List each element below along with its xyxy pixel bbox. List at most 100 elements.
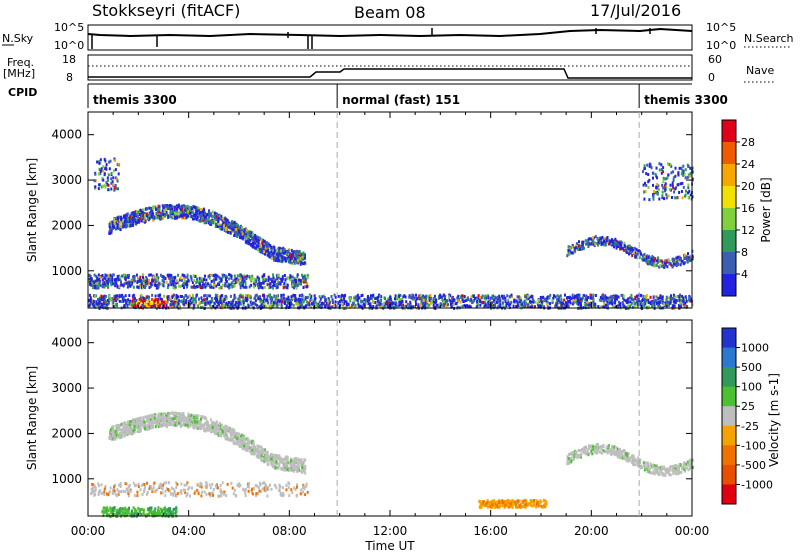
power-cell <box>133 297 136 301</box>
power-cell <box>221 299 224 303</box>
power-cell <box>197 304 200 308</box>
power-cell <box>224 217 227 221</box>
power-cell <box>299 252 302 255</box>
power-cell <box>132 297 135 301</box>
power-cell <box>191 207 194 211</box>
power-cell <box>626 298 629 302</box>
power-cell <box>233 284 236 288</box>
power-cell <box>582 240 585 244</box>
power-cell <box>136 285 139 289</box>
power-cell <box>376 296 379 300</box>
power-cell <box>273 253 276 257</box>
power-cell <box>97 298 99 301</box>
power-cell <box>257 295 260 299</box>
power-cell <box>406 302 409 306</box>
power-cell <box>679 293 681 297</box>
power-cell <box>198 297 200 301</box>
power-cell <box>294 255 297 259</box>
power-cell <box>643 301 646 305</box>
power-cell <box>162 212 165 216</box>
power-cell <box>324 304 327 308</box>
power-cell <box>116 177 119 181</box>
power-cell <box>134 218 137 222</box>
power-cell <box>673 262 676 266</box>
power-cell <box>119 276 122 279</box>
power-cell <box>188 300 190 303</box>
power-cell <box>575 246 578 250</box>
power-cell <box>299 279 302 283</box>
power-cell <box>428 298 431 302</box>
power-cell <box>173 303 176 307</box>
power-cell <box>214 293 217 297</box>
power-cell <box>394 303 397 307</box>
power-cell <box>105 163 108 167</box>
power-cell <box>564 293 566 297</box>
power-cell <box>246 241 249 245</box>
power-cell <box>573 246 576 250</box>
velocity-cell <box>113 429 116 433</box>
velocity-cell <box>264 450 267 454</box>
power-cell <box>665 295 668 299</box>
power-cell <box>216 213 219 216</box>
power-cell <box>367 295 369 298</box>
power-cell <box>273 251 275 255</box>
power-cell <box>132 285 135 289</box>
power-cell <box>233 225 236 229</box>
power-cell <box>237 304 240 308</box>
power-cell <box>110 171 113 175</box>
power-cell <box>636 298 639 302</box>
power-cell <box>525 297 528 301</box>
power-cell <box>271 256 273 260</box>
power-cell <box>255 280 257 283</box>
power-cell <box>673 190 676 194</box>
power-cell <box>619 240 622 244</box>
power-cell <box>353 296 356 300</box>
power-cell <box>107 277 110 281</box>
power-cell <box>546 296 549 299</box>
power-cell <box>516 295 519 299</box>
power-cell <box>245 228 248 232</box>
power-cell <box>239 277 242 281</box>
power-cell <box>151 209 154 213</box>
power-cell <box>196 277 198 281</box>
power-cell <box>268 293 271 297</box>
power-cell <box>603 237 606 241</box>
power-cell <box>123 304 126 308</box>
power-cell <box>235 228 238 231</box>
velocity-cell <box>215 422 218 426</box>
power-cell <box>226 284 229 288</box>
power-cell <box>282 284 285 288</box>
power-cell <box>209 283 212 287</box>
power-cell <box>190 214 193 218</box>
power-cell <box>149 285 152 288</box>
power-cell <box>145 297 147 301</box>
power-cell <box>611 238 613 242</box>
power-cell <box>155 275 158 279</box>
power-cell <box>152 205 154 209</box>
power-cell <box>143 217 146 221</box>
power-cell <box>392 301 395 305</box>
power-cell <box>645 259 648 263</box>
power-cell <box>616 242 619 246</box>
power-cell <box>671 258 674 262</box>
power-cell <box>625 300 628 304</box>
power-cell <box>428 303 431 307</box>
power-cell <box>670 171 673 175</box>
power-cell <box>655 186 658 190</box>
power-cell <box>451 296 454 300</box>
power-cell <box>584 304 587 308</box>
power-cell <box>176 279 179 283</box>
power-cell <box>289 304 292 308</box>
power-cell <box>183 303 186 307</box>
power-cell <box>302 286 305 289</box>
power-cell <box>401 299 404 303</box>
power-cell <box>158 303 161 307</box>
power-cell <box>652 303 654 307</box>
power-cell <box>606 303 609 307</box>
power-cell <box>642 183 645 187</box>
power-cell <box>297 255 300 259</box>
power-cell <box>463 299 466 303</box>
power-cell <box>687 252 689 256</box>
velocity-cell <box>179 422 181 426</box>
power-cell <box>652 296 655 300</box>
